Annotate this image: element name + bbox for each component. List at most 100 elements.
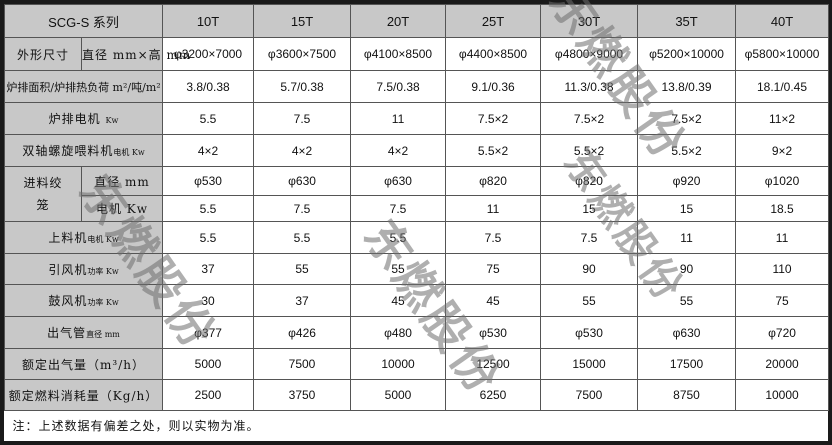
cell: φ5800×10000 bbox=[735, 37, 830, 71]
cell: 7.5 bbox=[445, 221, 542, 254]
footnote: 注：上述数据有偏差之处，则以实物为准。 bbox=[4, 410, 829, 441]
cell: 5.5×2 bbox=[445, 134, 542, 167]
cell: φ3200×7000 bbox=[162, 37, 255, 71]
cell: φ530 bbox=[162, 166, 255, 196]
cell: 45 bbox=[350, 284, 447, 317]
cell: 6250 bbox=[445, 379, 542, 411]
cell: 5000 bbox=[350, 379, 447, 411]
cell: φ377 bbox=[162, 316, 255, 349]
cell: 4×2 bbox=[162, 134, 255, 167]
row-label: 外形尺寸 bbox=[4, 37, 82, 71]
cell: φ920 bbox=[637, 166, 737, 196]
cell: 5.5 bbox=[350, 221, 447, 254]
cell: 11 bbox=[735, 221, 830, 254]
cell: 75 bbox=[445, 253, 542, 285]
model-header: 25T bbox=[445, 4, 542, 38]
cell: 18.1/0.45 bbox=[735, 70, 830, 103]
cell: 5.5×2 bbox=[637, 134, 737, 167]
cell: 7500 bbox=[540, 379, 639, 411]
series-header: SCG-S 系列 bbox=[3, 4, 164, 38]
cell: φ5200×10000 bbox=[637, 37, 737, 71]
model-header: 15T bbox=[253, 4, 352, 38]
cell: 75 bbox=[735, 284, 830, 317]
table-row: 电机 Kw 5.5 7.5 7.5 11 15 15 18.5 bbox=[5, 195, 830, 222]
spec-table: SCG-S 系列 10T 15T 20T 25T 30T 35T 40T 外形尺… bbox=[3, 4, 830, 441]
cell: 18.5 bbox=[735, 195, 830, 222]
cell: 7.5×2 bbox=[445, 102, 542, 135]
cell: 3.8/0.38 bbox=[162, 70, 255, 103]
cell: 11 bbox=[350, 102, 447, 135]
row-label: 进料绞笼 bbox=[4, 166, 82, 222]
cell: 90 bbox=[637, 253, 737, 285]
model-header: 40T bbox=[735, 4, 830, 38]
cell: 7.5×2 bbox=[540, 102, 639, 135]
cell: φ530 bbox=[445, 316, 542, 349]
cell: 30 bbox=[162, 284, 255, 317]
row-label: 双轴螺旋喂料机电机 Kw bbox=[3, 134, 164, 167]
cell: φ4100×8500 bbox=[350, 37, 447, 71]
row-label: 鼓风机功率 Kw bbox=[3, 284, 164, 317]
cell: 11 bbox=[445, 195, 542, 222]
cell: 8750 bbox=[637, 379, 737, 411]
row-label: 额定燃料消耗量（Kg/h） bbox=[3, 379, 164, 411]
cell: φ1020 bbox=[735, 166, 830, 196]
cell: φ530 bbox=[540, 316, 639, 349]
cell: 55 bbox=[253, 253, 352, 285]
cell: 7.5 bbox=[350, 195, 447, 222]
row-label: 炉排电机 Kw bbox=[3, 102, 164, 135]
model-header: 10T bbox=[162, 4, 255, 38]
cell: 7.5 bbox=[253, 195, 352, 222]
cell: 7.5/0.38 bbox=[350, 70, 447, 103]
cell: 55 bbox=[350, 253, 447, 285]
cell: 17500 bbox=[637, 348, 737, 380]
table-row: 进料绞笼 直径 mm φ530 φ630 φ630 φ820 φ820 φ920 φ1020 bbox=[4, 166, 830, 222]
table-row: 双轴螺旋喂料机电机 Kw 4×2 4×2 4×2 5.5×2 5.5×2 5.5×2 9×2 bbox=[3, 134, 830, 167]
table-row: 鼓风机功率 Kw 30 37 45 45 55 55 75 bbox=[3, 284, 830, 317]
cell: 10000 bbox=[735, 379, 830, 411]
cell: φ3600×7500 bbox=[253, 37, 352, 71]
cell: 7500 bbox=[253, 348, 352, 380]
cell: 11.3/0.38 bbox=[540, 70, 639, 103]
cell: 7.5 bbox=[540, 221, 639, 254]
row-sublabel: 直径 mm bbox=[80, 166, 164, 196]
cell: 13.8/0.39 bbox=[637, 70, 737, 103]
cell: φ820 bbox=[445, 166, 542, 196]
cell: 15000 bbox=[540, 348, 639, 380]
cell: 45 bbox=[445, 284, 542, 317]
row-sublabel: 电机 Kw bbox=[80, 195, 164, 222]
table-row: 额定出气量（m³/h） 5000 7500 10000 12500 15000 17500… bbox=[3, 348, 830, 380]
cell: 5.5×2 bbox=[540, 134, 639, 167]
cell: 3750 bbox=[253, 379, 352, 411]
row-label: 炉排面积/炉排热负荷 m²/吨/m² bbox=[3, 70, 164, 103]
cell: 20000 bbox=[735, 348, 830, 380]
cell: 7.5 bbox=[253, 102, 352, 135]
cell: 9.1/0.36 bbox=[445, 70, 542, 103]
cell: φ720 bbox=[735, 316, 830, 349]
cell: 9×2 bbox=[735, 134, 830, 167]
cell: 12500 bbox=[445, 348, 542, 380]
cell: 7.5×2 bbox=[637, 102, 737, 135]
cell: 37 bbox=[253, 284, 352, 317]
table-row: 炉排电机 Kw 5.5 7.5 11 7.5×2 7.5×2 7.5×2 11×2 bbox=[3, 102, 830, 135]
cell: φ630 bbox=[637, 316, 737, 349]
cell: φ480 bbox=[350, 316, 447, 349]
cell: φ820 bbox=[540, 166, 639, 196]
model-header: 20T bbox=[350, 4, 447, 38]
cell: 11×2 bbox=[735, 102, 830, 135]
model-header: 30T bbox=[540, 4, 639, 38]
table-row: 出气管直径 mm φ377 φ426 φ480 φ530 φ530 φ630 φ720 bbox=[3, 316, 830, 349]
cell: 15 bbox=[540, 195, 639, 222]
cell: 5.5 bbox=[162, 195, 255, 222]
cell: 15 bbox=[637, 195, 737, 222]
cell: 55 bbox=[637, 284, 737, 317]
cell: φ4400×8500 bbox=[445, 37, 542, 71]
table-row: 额定燃料消耗量（Kg/h） 2500 3750 5000 6250 7500 8750 10… bbox=[3, 379, 830, 411]
cell: 90 bbox=[540, 253, 639, 285]
cell: 5.7/0.38 bbox=[253, 70, 352, 103]
cell: 4×2 bbox=[350, 134, 447, 167]
cell: 5000 bbox=[162, 348, 255, 380]
cell: 4×2 bbox=[253, 134, 352, 167]
table-row: 炉排面积/炉排热负荷 m²/吨/m² 3.8/0.38 5.7/0.38 7.5/0… bbox=[3, 70, 830, 103]
cell: 110 bbox=[735, 253, 830, 285]
